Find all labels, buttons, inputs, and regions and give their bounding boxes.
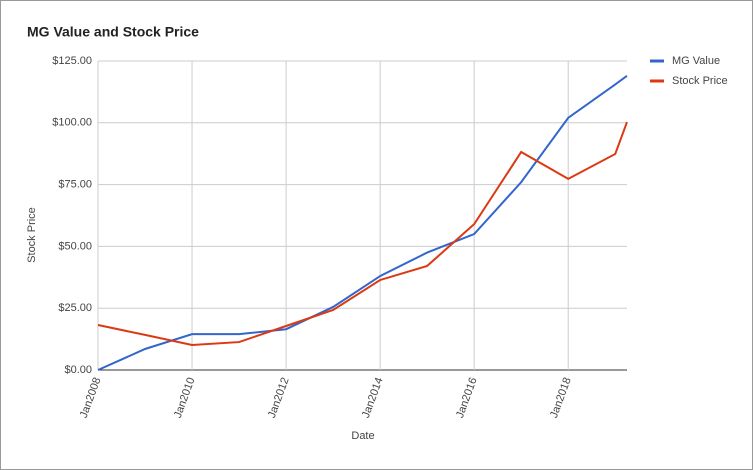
y-tick-label: $125.00 [52, 55, 92, 67]
legend-label: Stock Price [672, 75, 728, 87]
y-axis-label: Stock Price [26, 207, 38, 263]
y-tick-label: $100.00 [52, 117, 92, 129]
x-axis-label: Date [351, 430, 374, 442]
series-line [97, 75, 628, 371]
legend-label: MG Value [672, 55, 720, 67]
chart-title: MG Value and Stock Price [27, 24, 199, 40]
series-line [97, 121, 628, 347]
y-tick-label: $0.00 [64, 364, 92, 376]
y-tick-label: $75.00 [58, 179, 92, 191]
y-tick-label: $50.00 [58, 240, 92, 252]
y-tick-label: $25.00 [58, 302, 92, 314]
